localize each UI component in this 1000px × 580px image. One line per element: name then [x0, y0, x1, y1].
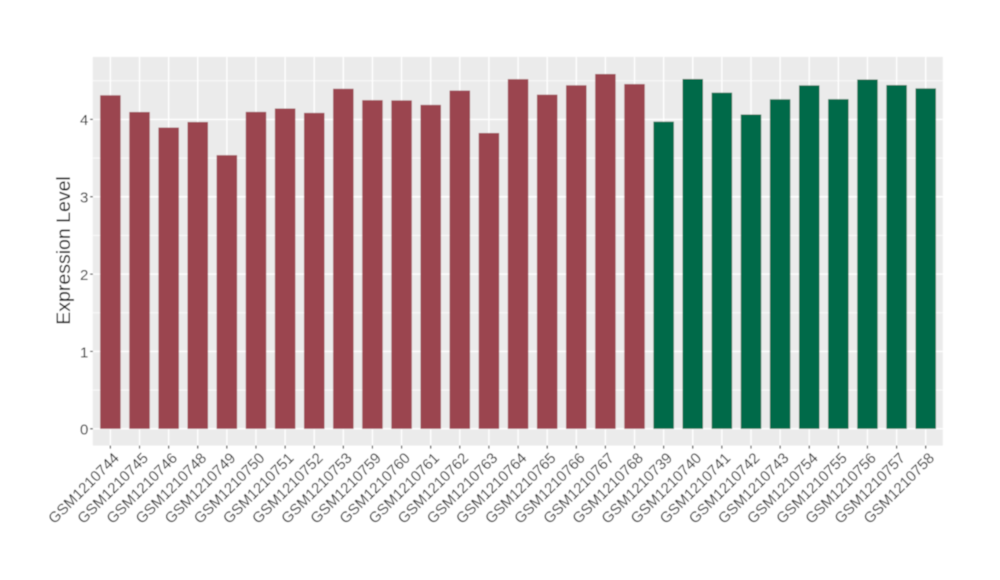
svg-text:4: 4	[80, 112, 88, 129]
svg-text:1: 1	[80, 344, 88, 361]
svg-text:0: 0	[80, 422, 88, 439]
svg-text:2: 2	[80, 267, 88, 284]
svg-text:3: 3	[80, 190, 88, 207]
svg-text:Expression Level: Expression Level	[53, 176, 75, 325]
